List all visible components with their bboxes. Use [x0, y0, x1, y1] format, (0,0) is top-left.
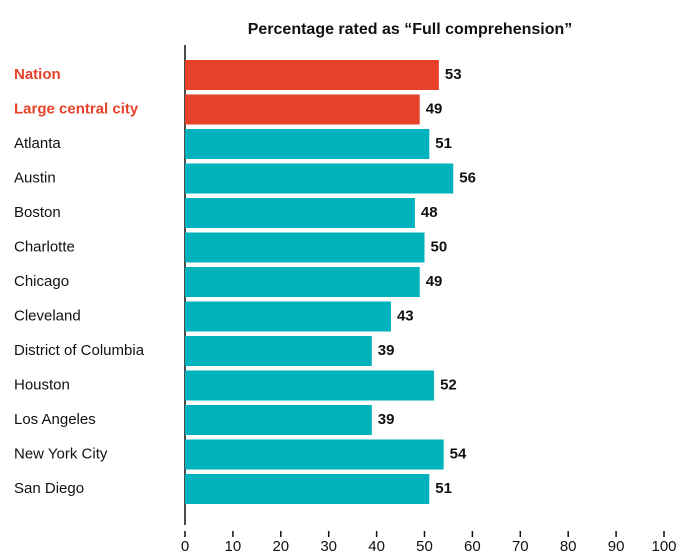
- bar: [185, 474, 430, 504]
- x-tick-label: 90: [608, 538, 625, 554]
- bar: [185, 370, 435, 401]
- bar: [185, 439, 444, 470]
- category-label: New York City: [14, 445, 108, 462]
- x-tick-label: 40: [368, 538, 385, 554]
- bar: [185, 163, 454, 194]
- x-tick-label: 10: [225, 538, 242, 554]
- value-label: 43: [397, 307, 414, 324]
- value-label: 51: [435, 480, 452, 497]
- value-label: 39: [378, 411, 395, 428]
- chart-title: Percentage rated as “Full comprehension”: [248, 21, 573, 38]
- bar: [185, 232, 425, 263]
- category-label: District of Columbia: [14, 342, 145, 359]
- value-label: 50: [431, 238, 448, 255]
- category-label: Large central city: [14, 100, 139, 117]
- x-tick-label: 100: [651, 538, 676, 554]
- category-label: Houston: [14, 376, 70, 393]
- value-label: 56: [459, 169, 476, 186]
- value-label: 49: [426, 100, 443, 117]
- value-label: 48: [421, 204, 438, 221]
- bar: [185, 198, 415, 228]
- x-tick-label: 70: [512, 538, 529, 554]
- category-label: Austin: [14, 169, 56, 186]
- bar: [185, 60, 439, 90]
- value-label: 39: [378, 342, 395, 359]
- value-label: 53: [445, 66, 462, 83]
- value-label: 54: [450, 445, 467, 462]
- x-tick-label: 20: [272, 538, 289, 554]
- bar: [185, 336, 372, 366]
- value-label: 49: [426, 273, 443, 290]
- category-label: Cleveland: [14, 307, 81, 324]
- bar: [185, 129, 430, 159]
- x-tick-label: 30: [320, 538, 337, 554]
- value-label: 52: [440, 376, 457, 393]
- category-label: Nation: [14, 66, 61, 83]
- bar: [185, 301, 391, 332]
- category-label: Charlotte: [14, 238, 75, 255]
- x-tick-label: 80: [560, 538, 577, 554]
- bar: [185, 267, 420, 297]
- category-label: Atlanta: [14, 135, 61, 152]
- value-label: 51: [435, 135, 452, 152]
- category-label: Boston: [14, 204, 61, 221]
- x-tick-label: 60: [464, 538, 481, 554]
- category-label: Los Angeles: [14, 411, 96, 428]
- x-tick-label: 0: [181, 538, 189, 554]
- bar: [185, 94, 420, 125]
- bar: [185, 405, 372, 435]
- x-tick-label: 50: [416, 538, 433, 554]
- category-label: San Diego: [14, 480, 84, 497]
- category-label: Chicago: [14, 273, 69, 290]
